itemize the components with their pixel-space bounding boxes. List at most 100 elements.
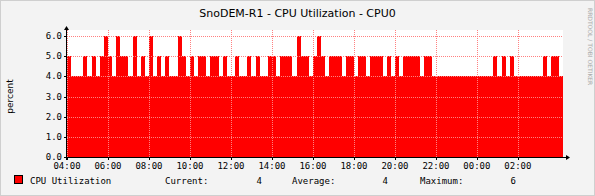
summary-value: 4 bbox=[257, 176, 262, 186]
area-step bbox=[198, 56, 202, 157]
area-step bbox=[223, 56, 227, 157]
x-tick bbox=[190, 157, 191, 160]
y-grid-line bbox=[67, 56, 563, 57]
y-axis bbox=[66, 30, 67, 160]
y-grid-line bbox=[67, 97, 563, 98]
x-grid-line bbox=[272, 30, 273, 157]
area-step bbox=[186, 76, 190, 157]
area-step bbox=[489, 76, 493, 157]
area-step bbox=[317, 36, 321, 157]
x-grid-line bbox=[518, 30, 519, 157]
area-step bbox=[538, 76, 542, 157]
summary-label: Average: bbox=[292, 176, 335, 186]
area-step bbox=[506, 76, 510, 157]
area-step bbox=[137, 76, 141, 157]
area-step bbox=[92, 56, 96, 157]
area-step bbox=[522, 76, 526, 157]
x-tick bbox=[313, 157, 314, 160]
area-step bbox=[338, 56, 342, 157]
x-grid-line bbox=[354, 30, 355, 157]
area-step bbox=[530, 76, 534, 157]
summary-value: 4 bbox=[383, 176, 388, 186]
area-step bbox=[276, 76, 280, 157]
area-step bbox=[333, 56, 337, 157]
x-tick-label: 18:00 bbox=[340, 161, 367, 171]
area-step bbox=[79, 76, 83, 157]
x-axis-arrow bbox=[566, 155, 570, 160]
area-step bbox=[100, 56, 104, 157]
area-step bbox=[526, 76, 530, 157]
area-step bbox=[555, 56, 559, 157]
y-tick bbox=[64, 117, 67, 118]
y-grid-line bbox=[67, 137, 563, 138]
area-step bbox=[104, 36, 108, 157]
area-step bbox=[362, 56, 366, 157]
y-tick bbox=[64, 137, 67, 138]
area-step bbox=[440, 76, 444, 157]
x-tick-label: 08:00 bbox=[135, 161, 162, 171]
x-tick-label: 02:00 bbox=[504, 161, 531, 171]
area-step bbox=[288, 56, 292, 157]
area-step bbox=[514, 76, 518, 157]
area-step bbox=[391, 76, 395, 157]
x-grid-line bbox=[477, 30, 478, 157]
x-tick bbox=[67, 157, 68, 160]
area-step bbox=[358, 56, 362, 157]
area-step bbox=[481, 76, 485, 157]
area-step bbox=[497, 76, 501, 157]
area-step bbox=[112, 76, 116, 157]
area-step bbox=[256, 56, 260, 157]
area-step bbox=[403, 56, 407, 157]
area-step bbox=[235, 56, 239, 157]
y-grid-line bbox=[67, 117, 563, 118]
area-step bbox=[141, 56, 145, 157]
area-step bbox=[374, 56, 378, 157]
area-step bbox=[432, 76, 436, 157]
area-step bbox=[399, 76, 403, 157]
area-step bbox=[124, 56, 128, 157]
x-tick bbox=[231, 157, 232, 160]
area-step bbox=[510, 56, 514, 157]
x-axis bbox=[64, 157, 566, 158]
area-step bbox=[350, 56, 354, 157]
area-step bbox=[280, 56, 284, 157]
area-step bbox=[444, 76, 448, 157]
area-step bbox=[456, 76, 460, 157]
area-step bbox=[145, 76, 149, 157]
area-step bbox=[243, 76, 247, 157]
area-step bbox=[551, 56, 555, 157]
chart: SnoDEM-R1 - CPU Utilization - CPU0 percen… bbox=[0, 0, 595, 196]
x-grid-line bbox=[67, 30, 68, 157]
area-step bbox=[411, 56, 415, 157]
area-step bbox=[182, 56, 186, 157]
area-step bbox=[301, 56, 305, 157]
x-grid-line bbox=[149, 30, 150, 157]
area-step bbox=[75, 76, 79, 157]
plot-canvas bbox=[67, 30, 563, 157]
y-axis-label: percent bbox=[5, 79, 15, 114]
area-step bbox=[387, 56, 391, 157]
title: SnoDEM-R1 - CPU Utilization - CPU0 bbox=[199, 7, 395, 20]
legend-label: CPU Utilization bbox=[30, 176, 111, 186]
area-step bbox=[153, 76, 157, 157]
x-tick-label: 22:00 bbox=[422, 161, 449, 171]
area-step bbox=[547, 76, 551, 157]
x-tick-label: 14:00 bbox=[258, 161, 285, 171]
y-tick-label: 4.0 bbox=[46, 71, 62, 81]
area-step bbox=[329, 56, 333, 157]
y-grid-line bbox=[67, 76, 563, 77]
y-tick-label: 6.0 bbox=[46, 31, 62, 41]
summary-value: 6 bbox=[511, 176, 516, 186]
x-grid-line bbox=[108, 30, 109, 157]
area-step bbox=[227, 76, 231, 157]
x-tick bbox=[354, 157, 355, 160]
y-tick-label: 5.0 bbox=[46, 51, 62, 61]
area-step bbox=[346, 56, 350, 157]
area-step bbox=[174, 76, 178, 157]
x-grid-line bbox=[231, 30, 232, 157]
x-tick bbox=[436, 157, 437, 160]
area-step bbox=[465, 76, 469, 157]
y-axis-arrow bbox=[64, 26, 69, 30]
area-step bbox=[87, 76, 91, 157]
x-grid-line bbox=[395, 30, 396, 157]
